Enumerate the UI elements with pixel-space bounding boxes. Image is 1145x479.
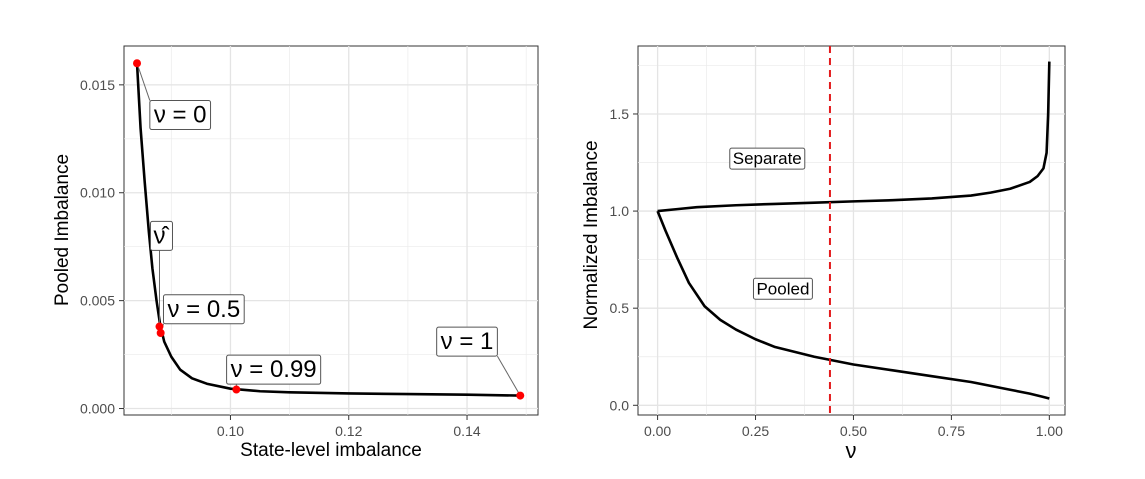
x-tick-label: 0.12 — [335, 423, 362, 439]
right-x-axis-title: ν — [846, 438, 857, 463]
x-tick-label: 0.25 — [742, 423, 769, 439]
series-line-pooled — [656, 210, 1050, 400]
y-tick-label: 0.015 — [80, 77, 115, 93]
right-x-ticks: 0.00 0.25 0.50 0.75 1.00 — [644, 415, 1063, 439]
series-label-pooled-box — [752, 277, 813, 300]
y-tick-label: 0.005 — [80, 293, 115, 309]
series-label-pooled: Pooled — [752, 277, 813, 300]
left-curve-group — [135, 63, 521, 397]
annotation-0-text: ν = 0 — [154, 102, 207, 129]
right-curve-group — [656, 46, 1051, 415]
annotation-3-box — [226, 354, 322, 385]
y-tick-label: 0.5 — [610, 300, 630, 316]
annotation-2-text: ν = 0.5 — [167, 296, 240, 323]
annotation-2: ν = 0.5 — [162, 294, 245, 325]
x-tick-label: 1.00 — [1036, 423, 1063, 439]
series-label-pooled-text: Pooled — [756, 279, 809, 298]
annotation-1-text: ν̂ — [153, 222, 169, 249]
highlight-point — [133, 59, 142, 68]
highlight-point — [232, 385, 241, 394]
left-chart: ν = 0 ν̂ ν = 0.5 ν = 0.99 ν = 1 0.10 0.12 0.14… — [52, 45, 539, 461]
annotation-4-box — [436, 326, 498, 357]
highlight-point — [516, 391, 525, 400]
annotation-2-box — [162, 294, 245, 325]
highlight-point — [155, 322, 164, 331]
y-tick-label: 1.5 — [610, 106, 630, 122]
annotation-0: ν = 0 — [149, 100, 212, 131]
right-series-labels: Separate Pooled — [729, 147, 813, 300]
series-label-separate-box — [729, 147, 806, 170]
annotation-1: ν̂ — [149, 220, 173, 251]
y-tick-label: 0.010 — [80, 185, 115, 201]
right-y-ticks: 0.0 0.5 1.0 1.5 — [610, 106, 638, 413]
series-line-separate — [657, 61, 1051, 213]
tradeoff-curve — [135, 63, 521, 397]
left-annotations: ν = 0 ν̂ ν = 0.5 ν = 0.99 ν = 1 — [136, 63, 521, 396]
y-tick-label: 0.0 — [610, 397, 630, 413]
left-y-axis-title: Pooled Imbalance — [52, 154, 73, 306]
x-tick-label: 0.75 — [938, 423, 965, 439]
x-tick-label: 0.00 — [644, 423, 671, 439]
annotation-3-text: ν = 0.99 — [231, 356, 317, 383]
left-x-ticks: 0.10 0.12 0.14 — [217, 415, 481, 439]
annotation-4: ν = 1 — [436, 326, 498, 357]
x-tick-label: 0.50 — [840, 423, 867, 439]
right-y-axis-title: Normalized Imbalance — [581, 140, 602, 329]
series-label-separate-text: Separate — [733, 149, 802, 168]
x-tick-label: 0.10 — [217, 423, 244, 439]
y-tick-label: 0.000 — [80, 401, 115, 417]
annotation-1-box — [149, 220, 173, 251]
highlight-point — [156, 329, 165, 337]
annotation-0-box — [149, 100, 212, 131]
annotation-leader — [496, 355, 521, 396]
left-y-ticks: 0.000 0.005 0.010 0.015 — [80, 77, 124, 417]
left-x-axis-title: State-level imbalance — [240, 440, 422, 461]
y-tick-label: 1.0 — [610, 203, 630, 219]
series-label-separate: Separate — [729, 147, 806, 170]
left-grid — [124, 46, 538, 415]
right-panel-border — [637, 45, 1066, 416]
annotation-leader — [136, 63, 151, 101]
left-points — [133, 59, 525, 400]
annotation-3: ν = 0.99 — [226, 354, 322, 385]
annotation-4-text: ν = 1 — [441, 328, 494, 355]
x-tick-label: 0.14 — [453, 423, 480, 439]
